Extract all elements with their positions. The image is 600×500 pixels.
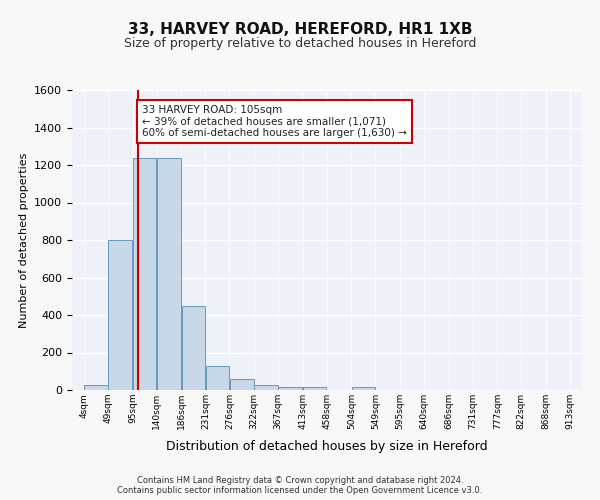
Text: 33 HARVEY ROAD: 105sqm
← 39% of detached houses are smaller (1,071)
60% of semi-: 33 HARVEY ROAD: 105sqm ← 39% of detached… [142,105,407,138]
Bar [84,386,108,390]
Bar [157,158,181,390]
Bar [133,158,157,390]
Bar [109,240,133,390]
X-axis label: Distribution of detached houses by size in Hereford: Distribution of detached houses by size … [166,440,488,454]
Text: 33, HARVEY ROAD, HEREFORD, HR1 1XB: 33, HARVEY ROAD, HEREFORD, HR1 1XB [128,22,472,38]
Bar [182,306,205,390]
Text: Size of property relative to detached houses in Hereford: Size of property relative to detached ho… [124,38,476,51]
Bar [230,379,254,390]
Text: Contains HM Land Registry data © Crown copyright and database right 2024.
Contai: Contains HM Land Registry data © Crown c… [118,476,482,495]
Bar [303,387,326,390]
Y-axis label: Number of detached properties: Number of detached properties [19,152,29,328]
Bar [278,387,302,390]
Bar [352,387,375,390]
Bar [254,386,278,390]
Bar [206,366,229,390]
